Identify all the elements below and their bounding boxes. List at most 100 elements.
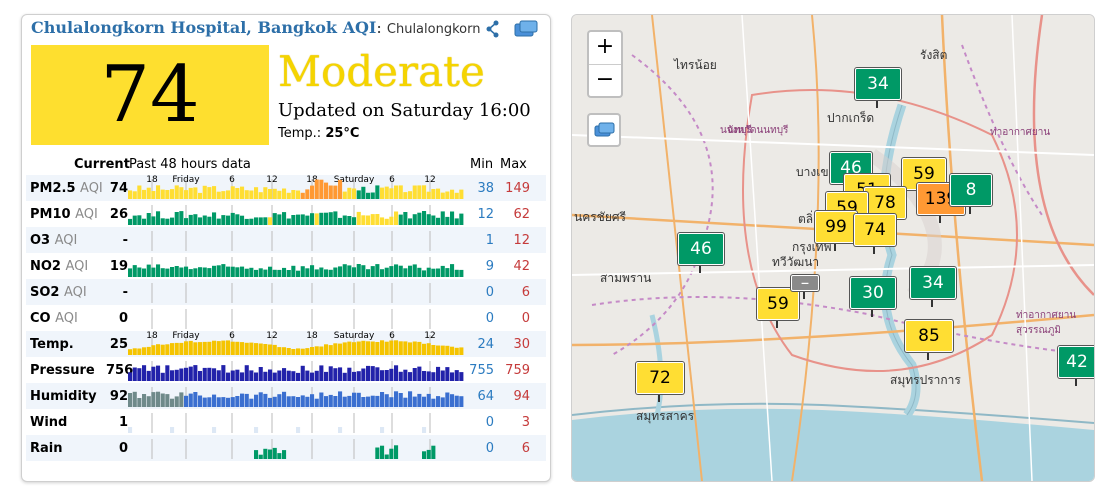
table-row[interactable]: Wind 1 0 3 [26, 409, 546, 435]
aqi-map-marker[interactable]: 34 [910, 267, 956, 299]
aqi-map-marker[interactable]: 8 [950, 174, 992, 206]
axis-tick-label: 6 [229, 331, 235, 341]
row-unit: AQI [75, 207, 98, 222]
row-sparkline[interactable] [128, 253, 464, 279]
marker-pin [776, 318, 778, 328]
aqi-level: Moderate [278, 47, 485, 96]
row-current: 25 [109, 337, 128, 352]
table-row[interactable]: SO2 AQI - 0 6 [26, 279, 546, 305]
table-row[interactable]: CO AQI 0 0 0 [26, 305, 546, 331]
row-label: Wind [30, 415, 68, 430]
table-row[interactable]: Temp. 25 18 Friday 6 12 18 Saturday 6 12 24 30 [26, 331, 546, 357]
aqi-map-marker[interactable]: 74 [854, 214, 896, 246]
map-place-label: บางเขน [796, 165, 837, 179]
aqi-badge: 74 [31, 45, 269, 145]
row-sparkline[interactable] [128, 435, 464, 461]
row-max: 6 [521, 285, 530, 300]
aqi-map-marker[interactable]: – [791, 275, 819, 292]
map-place-label: รังสิต [920, 48, 948, 62]
row-min: 24 [477, 337, 494, 352]
aqi-map-marker[interactable]: 34 [855, 68, 901, 100]
row-current: 26 [109, 207, 128, 222]
axis-tick-label: Saturday [334, 331, 375, 341]
axis-tick-label: Friday [172, 175, 200, 185]
row-sparkline[interactable] [128, 305, 464, 331]
aqi-map-marker[interactable]: 30 [850, 277, 896, 309]
temperature-line: Temp.: 25°C [278, 126, 359, 141]
table-row[interactable]: Pressure 756 755 759 [26, 357, 546, 383]
station-title-link[interactable]: Chulalongkorn Hospital, Bangkok AQI [31, 18, 377, 37]
aqi-map[interactable]: + − ไทรน้อยรังสิตปากเกร็ดนนทบุรีตลิ่งชัน… [571, 14, 1095, 482]
row-current: 0 [118, 311, 128, 326]
header-min: Min [470, 157, 494, 172]
row-name: Rain [30, 441, 63, 456]
map-place-label: นครชัยศรี [574, 210, 626, 224]
layers-button[interactable] [587, 113, 621, 147]
axis-tick-label: 6 [389, 331, 395, 341]
marker-pin [699, 263, 701, 273]
map-place-label: นนทบุรี [720, 125, 752, 136]
row-name: CO AQI [30, 311, 78, 326]
row-sparkline[interactable]: 18 Friday 6 12 18 Saturday 6 12 [128, 331, 464, 357]
row-name: NO2 AQI [30, 259, 88, 274]
axis-tick-label: 12 [424, 331, 435, 341]
zoom-in-button[interactable]: + [589, 32, 621, 65]
share-icon[interactable] [485, 20, 501, 38]
pollutant-table: PM2.5 AQI 74 18 Friday 6 12 18 Saturday 6 12 38 149… [26, 175, 546, 461]
row-min: 12 [477, 207, 494, 222]
marker-pin [871, 307, 873, 317]
row-sparkline[interactable] [128, 383, 464, 409]
zoom-out-button[interactable]: − [595, 67, 615, 92]
marker-pin [834, 241, 836, 251]
row-unit: AQI [55, 311, 78, 326]
axis-tick-label: 18 [146, 175, 158, 185]
map-place-label: สามพราน [600, 271, 652, 285]
marker-pin [969, 204, 971, 214]
row-name: Temp. [30, 337, 74, 352]
row-current: 19 [109, 259, 128, 274]
table-row[interactable]: PM2.5 AQI 74 18 Friday 6 12 18 Saturday 6 12 38 149 [26, 175, 546, 201]
aqi-map-marker[interactable]: 99 [815, 211, 857, 243]
header-max: Max [500, 157, 527, 172]
row-max: 94 [513, 389, 530, 404]
axis-tick-label: 6 [389, 175, 395, 185]
axis-tick-label: 12 [266, 331, 277, 341]
row-sparkline[interactable] [128, 409, 464, 435]
table-row[interactable]: NO2 AQI 19 9 42 [26, 253, 546, 279]
row-current: - [122, 285, 128, 300]
aqi-map-marker[interactable]: 42 [1058, 346, 1094, 378]
row-sparkline[interactable]: 18 Friday 6 12 18 Saturday 6 12 [128, 175, 464, 201]
map-place-label: ท่าอากาศยาน สุวรรณภูมิ [1016, 310, 1077, 336]
row-max: 62 [513, 207, 530, 222]
row-label: Humidity [30, 389, 97, 404]
axis-tick-label: 18 [306, 175, 318, 185]
table-row[interactable]: PM10 AQI 26 12 62 [26, 201, 546, 227]
station-card: Chulalongkorn Hospital, Bangkok AQI: Chu… [21, 14, 551, 482]
map-place-label: ทวีวัฒนา [772, 255, 820, 269]
row-max: 30 [513, 337, 530, 352]
row-sparkline[interactable] [128, 227, 464, 253]
marker-pin [927, 350, 929, 360]
table-row[interactable]: Humidity 92 64 94 [26, 383, 546, 409]
row-sparkline[interactable] [128, 201, 464, 227]
row-sparkline[interactable] [128, 279, 464, 305]
row-unit: AQI [64, 285, 87, 300]
row-sparkline[interactable] [128, 357, 464, 383]
row-current: 756 [106, 363, 134, 378]
aqi-map-marker[interactable]: 59 [757, 288, 799, 320]
zoom-control: + − [587, 30, 623, 98]
table-row[interactable]: O3 AQI - 1 12 [26, 227, 546, 253]
row-max: 6 [521, 441, 530, 456]
aqi-map-marker[interactable]: 85 [905, 320, 953, 352]
widget-icon[interactable] [513, 19, 539, 39]
row-name: PM10 AQI [30, 207, 98, 222]
aqi-map-marker[interactable]: 72 [636, 362, 684, 394]
axis-tick-label: 6 [229, 175, 235, 185]
aqi-map-marker[interactable]: 46 [678, 233, 724, 265]
axis-tick-label: Friday [172, 331, 200, 341]
row-name: PM2.5 AQI [30, 181, 103, 196]
title-separator: : [376, 18, 382, 37]
row-current: - [122, 233, 128, 248]
table-row[interactable]: Rain 0 0 6 [26, 435, 546, 461]
row-min: 0 [485, 285, 494, 300]
